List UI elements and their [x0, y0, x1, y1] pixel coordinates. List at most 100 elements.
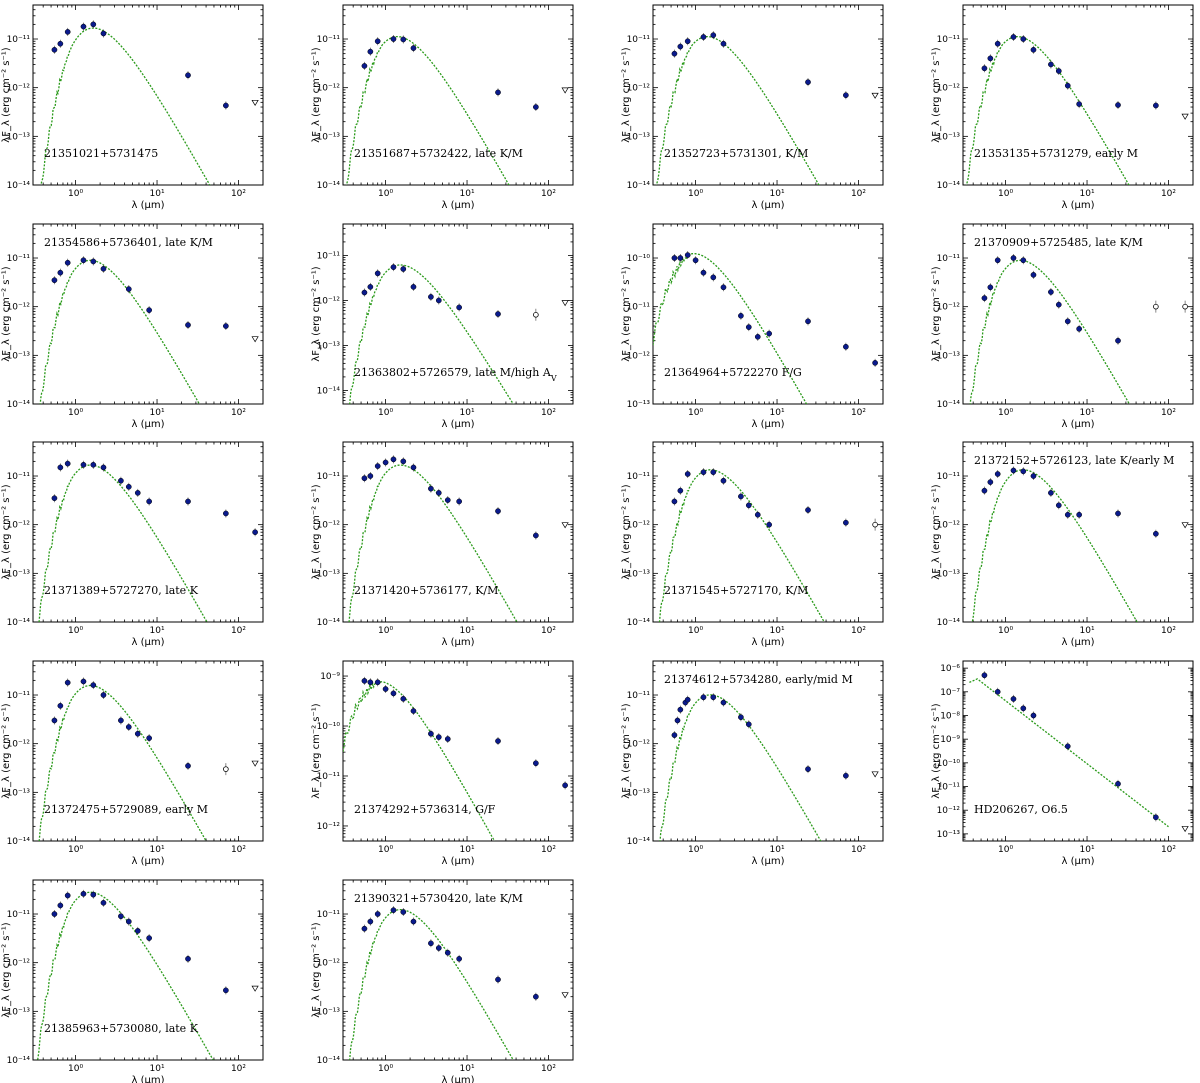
model-sed: [39, 259, 201, 404]
data-point: [1153, 102, 1159, 109]
upper-limit-marker: [561, 87, 569, 94]
data-point: [435, 297, 442, 304]
data-point: [390, 264, 397, 270]
data-point: [374, 270, 381, 277]
x-tick-label: 10¹: [150, 189, 165, 199]
y-tick-label: 10⁻⁹: [320, 672, 340, 682]
data-point: [80, 23, 87, 30]
x-axis-label: λ (μm): [441, 637, 474, 648]
y-tick-label: 10⁻¹¹: [317, 251, 341, 261]
x-tick-label: 10²: [231, 408, 246, 418]
data-point: [64, 460, 71, 467]
data-point: [1030, 272, 1037, 278]
data-point: [684, 696, 691, 703]
x-tick-label: 10¹: [1080, 845, 1095, 855]
x-axis-label: λ (μm): [441, 1075, 474, 1083]
model-sed: [345, 35, 510, 185]
data-point: [57, 269, 64, 276]
model-curve: [655, 35, 820, 185]
y-tick-label: 10⁻¹²: [937, 521, 961, 531]
data-point: [738, 714, 744, 721]
data-point: [843, 343, 849, 350]
plot-frame: [342, 879, 574, 1061]
y-tick-label: 10⁻¹²: [317, 296, 341, 306]
open-data-point: [1182, 303, 1188, 310]
model-curve: [349, 264, 514, 404]
y-axis-label: λF_λ (erg cm⁻² s⁻¹): [1, 703, 12, 798]
plot-frame: [962, 441, 1194, 623]
x-tick-label: 10²: [541, 845, 556, 855]
data-point: [134, 730, 141, 737]
y-axis-label: λF_λ (erg cm⁻² s⁻¹): [1, 266, 12, 361]
data-point: [400, 458, 407, 465]
data-point: [700, 694, 707, 701]
data-point: [700, 34, 707, 40]
data-point: [64, 679, 71, 686]
source-label: 21353135+5731279, early M: [974, 147, 1138, 160]
open-data-point: [533, 311, 539, 318]
model-sed: [969, 259, 1131, 404]
data-point: [80, 678, 87, 685]
source-label: 21374612+5734280, early/mid M: [664, 673, 853, 686]
plot-frame: [652, 660, 884, 842]
model-sed: [653, 252, 808, 404]
x-tick-label: 10¹: [770, 845, 785, 855]
x-axis-label: λ (μm): [1061, 419, 1094, 430]
data-point: [456, 498, 462, 505]
data-point: [90, 461, 97, 468]
x-tick-label: 10²: [1161, 626, 1176, 636]
data-point: [390, 907, 397, 914]
model-sed: [36, 891, 214, 1060]
x-axis-label: λ (μm): [131, 856, 164, 867]
data-point: [444, 497, 451, 503]
data-point: [51, 911, 58, 917]
data-point: [118, 717, 124, 724]
y-tick-label: 10⁻¹⁴: [317, 386, 341, 396]
data-point: [435, 734, 442, 740]
x-tick-label: 10¹: [770, 408, 785, 418]
y-tick-label: 10⁻¹³: [627, 788, 651, 798]
data-point: [1115, 780, 1121, 787]
data-point: [745, 324, 752, 330]
data-point: [872, 360, 878, 366]
data-point: [223, 987, 229, 994]
data-point: [444, 949, 451, 956]
data-point: [361, 475, 368, 482]
upper-limit-marker: [871, 92, 879, 99]
y-tick-label: 10⁻¹³: [627, 132, 651, 142]
x-axis-label: λ (μm): [441, 856, 474, 867]
data-point: [720, 284, 727, 291]
y-tick-label: 10⁻¹¹: [7, 254, 31, 264]
sed-panel-1: 10⁰ 10¹ 10² 10⁻¹⁴ 10⁻¹³ 10⁻¹² 10⁻¹¹ λ (μm) λF_λ …: [1, 4, 264, 211]
x-tick-label: 10¹: [1080, 189, 1095, 199]
y-tick-label: 10⁻¹⁴: [937, 181, 961, 191]
y-tick-label: 10⁻¹²: [937, 303, 961, 313]
data-point: [1153, 814, 1159, 821]
data-point: [692, 257, 699, 264]
data-point: [361, 63, 368, 69]
data-point: [100, 265, 107, 272]
y-tick-label: 10⁻⁶: [940, 664, 960, 674]
data-point: [533, 760, 539, 767]
x-tick-label: 10⁰: [68, 845, 83, 855]
data-point: [843, 772, 849, 779]
data-point: [185, 72, 191, 79]
data-point: [51, 495, 58, 502]
x-tick-label: 10⁰: [688, 189, 703, 199]
sed-panel-4: 10⁰ 10¹ 10² 10⁻¹⁴ 10⁻¹³ 10⁻¹² 10⁻¹¹ λ (μm) λF_λ …: [931, 4, 1194, 211]
y-tick-label: 10⁻¹¹: [7, 35, 31, 45]
x-tick-label: 10⁰: [998, 189, 1013, 199]
y-axis-label: λF_λ (erg cm⁻² s⁻¹): [621, 47, 632, 142]
x-tick-label: 10⁰: [998, 408, 1013, 418]
data-point: [367, 48, 374, 55]
data-point: [994, 688, 1001, 695]
data-point: [994, 257, 1001, 264]
model-sed: [969, 678, 1169, 828]
y-tick-label: 10⁻¹⁴: [627, 181, 651, 191]
data-point: [80, 890, 87, 897]
data-point: [495, 976, 501, 983]
sed-panel-16: 10⁰ 10¹ 10² 10⁻¹³ 10⁻¹² 10⁻¹¹ 10⁻¹⁰ 10⁻⁹ 10⁻⁸ 10⁻…: [931, 660, 1194, 867]
data-point: [1055, 502, 1062, 509]
sed-panel-17: 10⁰ 10¹ 10² 10⁻¹⁴ 10⁻¹³ 10⁻¹² 10⁻¹¹ λ (μm) λF_λ …: [1, 879, 264, 1083]
open-data-point: [223, 766, 229, 772]
